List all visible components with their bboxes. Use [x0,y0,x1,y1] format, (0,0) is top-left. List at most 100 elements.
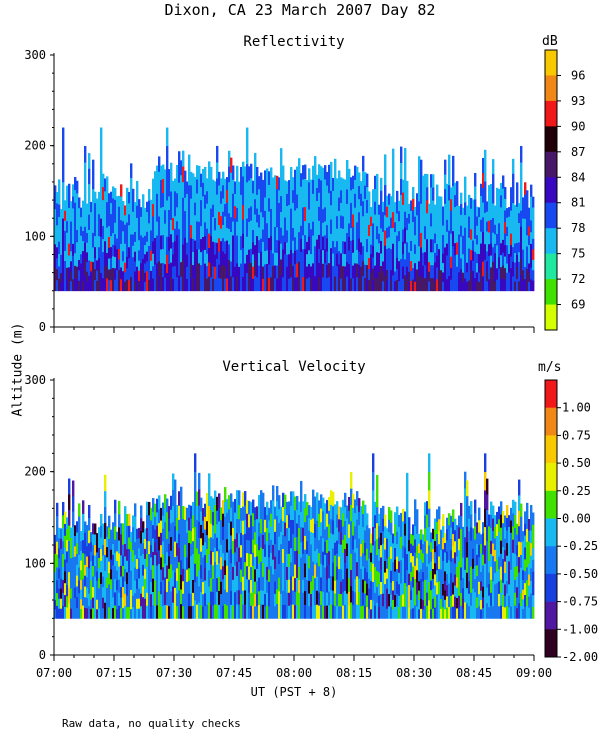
heatmap-cell [424,225,427,240]
heatmap-cell [276,239,279,253]
heatmap-cell [302,262,305,278]
heatmap-cell [326,198,329,212]
heatmap-cell [466,511,469,527]
heatmap-cell [102,607,105,619]
heatmap-cell [472,588,475,599]
heatmap-cell [368,246,371,259]
heatmap-cell [406,278,409,292]
heatmap-cell [516,194,519,207]
heatmap-cell [384,526,387,538]
heatmap-cell [242,576,245,591]
heatmap-cell [256,518,259,532]
heatmap-cell [54,544,57,554]
heatmap-cell [194,453,197,473]
heatmap-cell [328,220,331,236]
heatmap-cell [332,590,335,605]
heatmap-cell [270,277,273,292]
heatmap-cell [476,216,479,226]
heatmap-cell [188,169,191,186]
heatmap-cell [68,183,71,197]
heatmap-cell [180,218,183,234]
heatmap-cell [176,165,179,180]
heatmap-cell [274,213,277,227]
heatmap-cell [138,270,141,281]
heatmap-cell [238,230,241,243]
heatmap-cell [114,256,117,269]
heatmap-cell [280,148,283,165]
heatmap-cell [358,511,361,526]
heatmap-cell [122,597,125,609]
heatmap-cell [356,263,359,278]
heatmap-cell [482,586,485,598]
heatmap-cell [340,531,343,545]
heatmap-cell [220,519,223,533]
heatmap-cell [494,233,497,244]
heatmap-cell [402,216,405,230]
heatmap-cell [520,605,523,619]
heatmap-cell [518,602,521,619]
heatmap-cell [474,525,477,540]
heatmap-cell [128,202,131,215]
heatmap-cell [442,262,445,273]
heatmap-cell [278,240,281,254]
heatmap-cell [366,548,369,561]
heatmap-cell [288,579,291,593]
heatmap-cell [200,591,203,606]
heatmap-cell [268,250,271,265]
heatmap-cell [362,579,365,593]
heatmap-cell [242,176,245,191]
heatmap-cell [454,585,457,597]
heatmap-cell [380,581,383,595]
heatmap-cell [448,559,451,573]
heatmap-cell [212,241,215,255]
heatmap-cell [390,510,393,523]
heatmap-cell [294,277,297,292]
heatmap-cell [362,170,365,187]
heatmap-cell [444,561,447,572]
heatmap-cell [528,263,531,273]
heatmap-cell [204,249,207,264]
heatmap-cell [330,262,333,277]
heatmap-cell [62,540,65,555]
heatmap-cell [342,228,345,242]
heatmap-cell [284,180,287,193]
heatmap-cell [58,588,61,599]
heatmap-cell [212,578,215,593]
heatmap-cell [124,281,127,292]
heatmap-cell [258,201,261,215]
heatmap-cell [488,208,491,221]
heatmap-cell [308,580,311,594]
heatmap-cell [372,223,375,235]
colorbar-swatch [545,629,557,658]
heatmap-cell [204,263,207,278]
heatmap-cell [204,541,207,556]
heatmap-cell [86,597,89,609]
heatmap-cell [54,609,57,619]
heatmap-cell [530,505,533,519]
heatmap-cell [438,206,441,218]
heatmap-cell [276,588,279,605]
heatmap-cell [108,572,111,585]
heatmap-cell [96,580,99,591]
heatmap-cell [388,544,391,557]
heatmap-cell [448,513,451,526]
heatmap-cell [502,252,505,266]
heatmap-cell [84,242,87,259]
heatmap-cell [70,527,73,539]
heatmap-cell [404,274,407,292]
heatmap-cell [240,194,243,209]
heatmap-cell [496,279,499,292]
heatmap-cell [226,177,229,191]
heatmap-cell [266,277,269,292]
heatmap-cell [422,277,425,292]
heatmap-cell [356,604,359,619]
heatmap-cell [338,531,341,545]
heatmap-cell [146,211,149,222]
heatmap-cell [470,280,473,292]
heatmap-cell [378,271,381,282]
heatmap-cell [484,453,487,473]
heatmap-cell [336,514,339,528]
heatmap-cell [286,501,289,516]
heatmap-cell [452,245,455,262]
heatmap-cell [100,571,103,584]
